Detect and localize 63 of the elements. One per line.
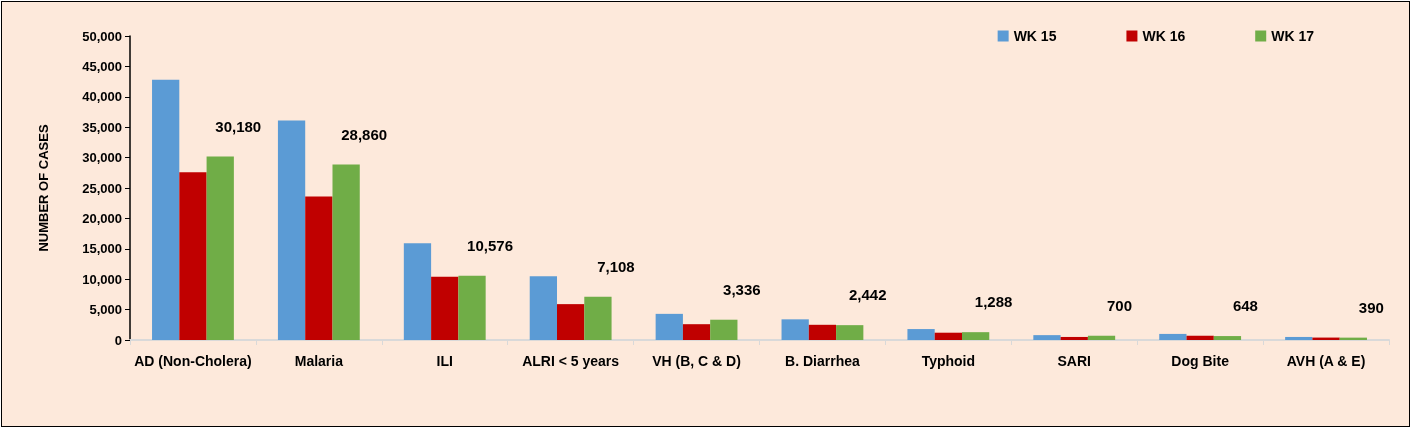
bar <box>431 276 459 340</box>
data-label: 3,336 <box>723 280 761 298</box>
bar <box>179 172 207 340</box>
bar <box>808 324 837 340</box>
x-tick-label: VH (B, C & D) <box>652 353 741 369</box>
bar <box>781 319 809 340</box>
y-axis-title: NUMBER OF CASES <box>36 124 51 252</box>
bar <box>710 319 738 340</box>
legend-label: WK 16 <box>1142 28 1186 44</box>
y-tick-label: 35,000 <box>82 119 122 135</box>
bar <box>907 329 935 340</box>
data-label: 10,576 <box>467 236 513 254</box>
x-tick-label: ILI <box>436 353 453 369</box>
bar <box>1033 335 1061 340</box>
y-tick-label: 25,000 <box>82 180 122 196</box>
bar <box>557 304 585 340</box>
bar <box>529 276 558 340</box>
legend-label: WK 17 <box>1271 28 1315 44</box>
x-tick-label: AD (Non-Cholera) <box>134 353 252 369</box>
y-tick-label: 20,000 <box>82 210 122 226</box>
bar <box>1060 336 1088 340</box>
y-tick-label: 50,000 <box>82 28 122 44</box>
data-label: 648 <box>1232 297 1258 315</box>
bar <box>1159 333 1187 340</box>
y-tick-label: 45,000 <box>82 58 122 74</box>
y-tick-label: 5,000 <box>89 302 122 318</box>
y-tick-label: 40,000 <box>82 89 122 105</box>
bar <box>584 296 612 340</box>
bar <box>152 79 180 340</box>
data-label: 2,442 <box>848 286 887 304</box>
x-tick-label: SARI <box>1057 353 1091 369</box>
bar <box>1213 336 1242 340</box>
bar <box>682 324 711 340</box>
bar <box>206 156 234 340</box>
data-label: 700 <box>1107 296 1133 314</box>
bar <box>277 120 306 340</box>
data-label: 28,860 <box>341 125 388 143</box>
x-tick-label: ALRI < 5 years <box>522 353 620 369</box>
bar <box>836 325 864 340</box>
bar <box>961 332 990 340</box>
x-tick-label: AVH (A & E) <box>1286 353 1366 369</box>
bar <box>655 313 683 340</box>
bar <box>332 164 360 340</box>
bar <box>1186 335 1214 340</box>
bar <box>1285 336 1313 340</box>
legend-label: WK 15 <box>1013 28 1057 44</box>
y-tick-label: 30,000 <box>82 150 122 166</box>
x-tick-label: Malaria <box>294 353 344 369</box>
x-tick-label: Dog Bite <box>1171 353 1230 369</box>
bar <box>305 196 333 340</box>
y-tick-label: 10,000 <box>82 271 122 287</box>
x-tick-label: B. Diarrhea <box>785 353 861 369</box>
data-label: 30,180 <box>215 117 262 135</box>
bar <box>934 332 962 340</box>
data-label: 1,288 <box>974 293 1013 311</box>
bar <box>458 275 486 340</box>
data-label: 7,108 <box>597 257 635 275</box>
bar <box>1087 335 1116 340</box>
x-tick-label: Typhoid <box>921 353 976 369</box>
bar <box>403 243 432 340</box>
data-label: 390 <box>1358 298 1384 316</box>
y-tick-label: 0 <box>114 332 122 348</box>
y-tick-label: 15,000 <box>82 241 122 257</box>
